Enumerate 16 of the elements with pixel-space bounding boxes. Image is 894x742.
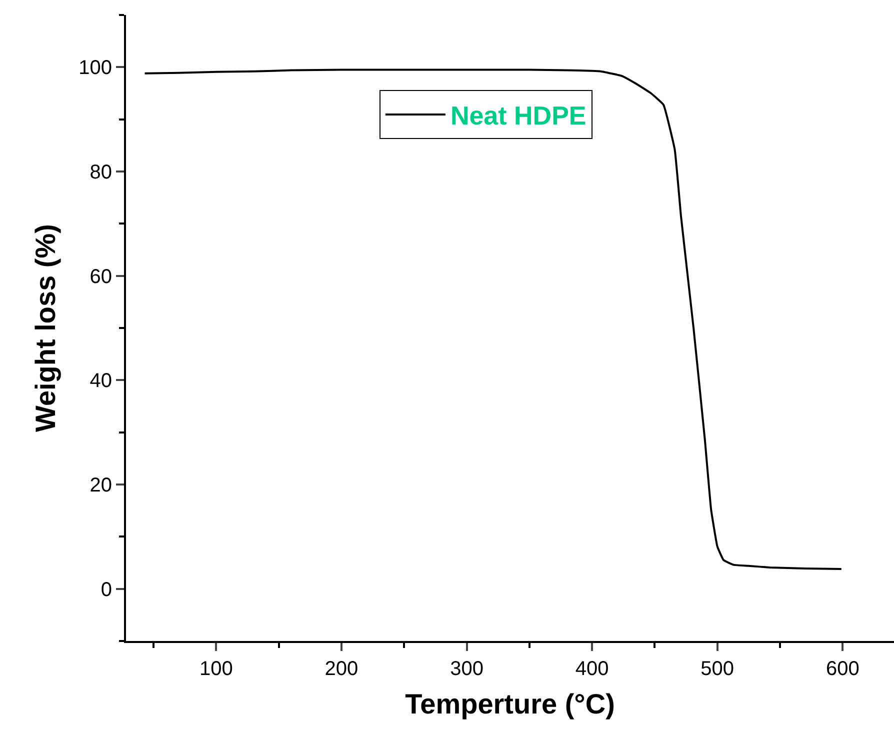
y-tick-label: 0	[100, 578, 112, 601]
x-tick-label: 600	[826, 658, 860, 680]
y-axis-title: Weight loss (%)	[30, 224, 61, 432]
y-tick-label: 40	[90, 370, 112, 392]
y-tick-label: 100	[78, 57, 112, 80]
y-tick-label: 20	[90, 474, 112, 496]
x-tick-label: 300	[450, 658, 484, 680]
line-series	[144, 68, 842, 570]
y-tick-label: 60	[90, 266, 112, 288]
x-tick-label: 100	[200, 658, 233, 680]
x-axis-title: Temperture (°C)	[405, 688, 615, 720]
y-tick-label: 80	[90, 162, 112, 184]
legend-label: Neat HDPE	[450, 100, 586, 131]
x-tick-label: 500	[700, 658, 734, 680]
x-tick-label: 200	[324, 658, 358, 680]
x-tick-label: 400	[575, 658, 609, 680]
